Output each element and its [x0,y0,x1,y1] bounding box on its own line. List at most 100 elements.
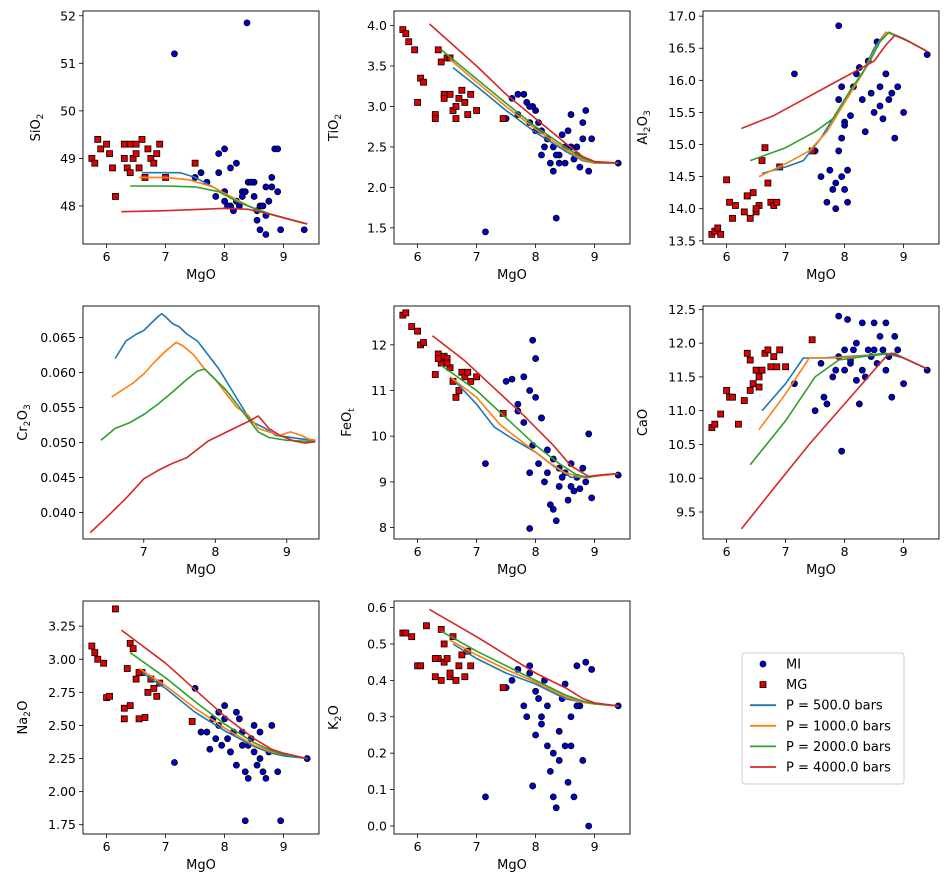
point-mi [274,188,282,196]
x-tick-label: 8 [841,544,849,559]
point-mi [538,720,545,728]
x-tick-label: 8 [221,839,229,854]
point-mi [582,658,590,666]
point-mi [268,722,276,729]
point-mg [752,205,760,213]
point-mi [532,687,539,695]
y-tick-label: 16.5 [668,41,696,56]
point-mi [882,70,890,78]
point-mi [588,135,596,143]
point-mi [835,96,843,103]
series-line-10000-bars [449,58,619,164]
y-tick-label: 10 [371,429,387,444]
point-mi [570,793,578,801]
point-mg [749,380,757,388]
y-tick-label: 0.2 [367,746,387,761]
legend-label: P = 2000.0 bars [786,740,891,755]
plot-area [399,23,622,236]
y-tick-label: 11 [371,383,387,398]
point-mi [232,761,240,769]
y-tick-label: 17.0 [668,9,696,24]
subplot-6: 6 7 8 9 9.5 10.0 10.5 11.0 11.5 12.0 12.5 MgO CaO [636,302,940,578]
point-mg [749,189,757,197]
subplot-2: 6 7 8 9 1.5 2.0 2.5 3.0 3.5 4.0 MgO TiO2 [327,10,631,283]
y-tick-label: 3.25 [48,619,76,634]
point-mi [861,128,869,136]
axes-frame [702,10,940,245]
x-tick-label: 7 [162,839,170,854]
series-line-40000-bars [428,23,619,164]
point-mi [900,109,907,116]
point-mi [838,173,846,181]
y-tick-label: 0.4 [367,673,387,688]
point-mi [552,151,560,159]
point-mi [243,19,251,27]
y-tick-label: 3.5 [367,59,387,74]
x-tick-label: 8 [221,249,229,264]
plot-area [399,608,622,830]
point-mg [150,159,158,167]
point-mi [514,90,522,98]
y-axis-label: Al2 O3 [636,110,653,145]
point-mg [764,346,772,354]
x-tick-label: 6 [414,544,422,559]
point-mi [265,197,273,205]
point-mi [867,89,875,97]
point-mi [882,366,890,374]
y-tick-label: 51 [60,56,76,71]
y-tick-label: 48 [60,198,76,213]
point-mi [891,332,899,340]
point-mg [129,645,137,653]
series-line-40000-bars [740,352,928,530]
point-mi [841,366,848,374]
point-mg [773,198,781,206]
point-mg [458,86,466,94]
point-mi [564,127,572,135]
point-mg [109,164,116,172]
point-mi [238,193,246,200]
x-tick-label: 9 [591,544,599,559]
point-mi [582,478,590,486]
y-tick-label: 0.0 [367,818,387,833]
point-mi [508,375,516,383]
point-mi [250,722,258,729]
point-mg [437,676,445,684]
point-mi [894,346,902,354]
series-line-40000-bars [89,415,316,534]
point-mi [576,485,584,493]
point-mi [253,761,261,769]
point-mi [838,134,846,142]
x-tick-label: 7 [162,249,170,264]
point-mi [561,742,569,750]
y-tick-label: 0.5 [367,636,387,651]
y-tick-label: 10.0 [668,471,696,486]
point-mi [256,226,264,234]
point-mi [870,319,878,327]
point-mg [473,373,481,381]
point-mi [885,96,893,103]
point-mi [482,228,489,236]
point-mi [552,214,560,222]
point-mi [567,713,575,721]
x-tick-label: 6 [414,839,422,854]
point-mi [555,727,563,735]
point-mi [529,336,537,344]
point-mg [776,346,784,354]
x-axis-label: MgO [806,563,836,578]
y-tick-label: 2.25 [48,751,76,766]
point-mg [455,94,463,102]
point-mi [876,102,884,110]
point-mi [250,748,258,756]
point-mg [755,383,763,391]
x-tick-label: 8 [532,839,540,854]
point-mi [546,159,554,167]
point-mi [858,366,866,374]
point-mi [253,216,261,224]
point-mi [576,163,584,171]
point-mi [555,483,563,490]
point-mi [844,316,851,323]
x-tick-label: 8 [841,249,849,264]
point-mg [144,145,152,153]
y-tick-label: 11.0 [668,403,696,418]
point-mi [579,119,587,127]
